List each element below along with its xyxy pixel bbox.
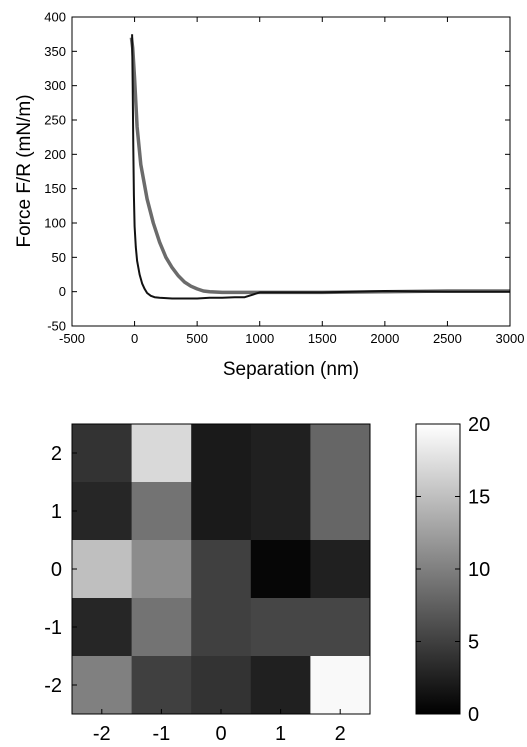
heatmap-x-tick-label: -1 xyxy=(153,723,171,745)
heatmap-cell xyxy=(191,540,252,599)
heatmap-cell xyxy=(310,598,371,657)
colorbar-tick-label: 15 xyxy=(468,487,490,509)
heatmap-cell xyxy=(131,598,192,657)
heatmap-cell xyxy=(250,482,311,541)
y-tick-label: 200 xyxy=(44,147,66,162)
y-tick-label: 300 xyxy=(44,78,66,93)
y-tick-label: -50 xyxy=(47,319,66,334)
heatmap-y-tick-label: -2 xyxy=(44,675,62,697)
heatmap-cell xyxy=(131,424,192,483)
heatmap-y-tick-label: 0 xyxy=(51,559,62,581)
heatmap-x-tick-label: 2 xyxy=(335,723,346,745)
heatmap-cell xyxy=(191,656,252,715)
x-tick-label: 2500 xyxy=(433,331,462,346)
heatmap-cell xyxy=(72,482,133,541)
y-tick-label: 50 xyxy=(52,250,66,265)
heatmap-cell xyxy=(131,482,192,541)
heatmap-cell xyxy=(191,598,252,657)
heatmap-y-tick-label: 1 xyxy=(51,501,62,523)
heatmap-cell xyxy=(72,424,133,483)
heatmap-cell xyxy=(310,482,371,541)
heatmap-cells xyxy=(72,424,371,715)
heatmap-cell xyxy=(131,656,192,715)
x-tick-label: 500 xyxy=(186,331,208,346)
heatmap-frame xyxy=(71,423,371,715)
heatmap-x-tick-label: -2 xyxy=(93,723,111,745)
heatmap-cell xyxy=(131,540,192,599)
x-tick-label: 2000 xyxy=(370,331,399,346)
colorbar: 0 5 10 15 20 xyxy=(415,414,490,726)
heatmap-x-tick-label: 0 xyxy=(215,723,226,745)
y-tick-label: 350 xyxy=(44,44,66,59)
x-tick-label: 1000 xyxy=(245,331,274,346)
heatmap-ticks: -2 -1 0 1 2 2 1 0 -1 -2 xyxy=(44,443,346,745)
y-tick-label: 250 xyxy=(44,113,66,128)
colorbar-ticks: 0 5 10 15 20 xyxy=(416,414,490,726)
y-axis-label: Force F/R (mN/m) xyxy=(14,94,35,247)
colorbar-tick-label: 20 xyxy=(468,414,490,436)
x-tick-label: 1500 xyxy=(308,331,337,346)
heatmap-cell xyxy=(310,540,371,599)
heatmap-cell xyxy=(72,540,133,599)
y-tick-label: 0 xyxy=(59,284,66,299)
heatmap-cell xyxy=(191,424,252,483)
colorbar-tick-label: 0 xyxy=(468,704,479,726)
heatmap-cell xyxy=(250,424,311,483)
heatmap-cell xyxy=(250,656,311,715)
heatmap-cell xyxy=(250,598,311,657)
colorbar-tick-label: 10 xyxy=(468,559,490,581)
heatmap-y-tick-label: -1 xyxy=(44,617,62,639)
y-tick-label: 100 xyxy=(44,216,66,231)
series-line-grey xyxy=(129,37,510,295)
y-tick-label: 150 xyxy=(44,181,66,196)
heatmap-cell xyxy=(72,598,133,657)
heatmap-x-tick-label: 1 xyxy=(275,723,286,745)
heatmap-y-tick-label: 2 xyxy=(51,443,62,465)
x-tick-label: 3000 xyxy=(496,331,525,346)
colorbar-tick-label: 5 xyxy=(468,632,479,654)
line-chart: -500 0 500 1000 1500 2000 2500 3000-50050100150… xyxy=(14,10,524,381)
colorbar-gradient xyxy=(415,423,461,715)
y-tick-label: 400 xyxy=(44,10,66,25)
line-chart-ticks: -500 0 500 1000 1500 2000 2500 3000-50050100150… xyxy=(44,10,524,347)
heatmap-cell xyxy=(72,656,133,715)
x-tick-label: -500 xyxy=(59,331,85,346)
series-line-black xyxy=(131,34,510,300)
heatmap-cell xyxy=(191,482,252,541)
x-tick-label: 0 xyxy=(131,331,138,346)
heatmap-cell xyxy=(250,540,311,599)
heatmap-chart: -2 -1 0 1 2 2 1 0 -1 -2 xyxy=(44,423,371,745)
line-chart-plot-frame xyxy=(71,16,511,327)
x-axis-label: Separation (nm) xyxy=(223,359,359,380)
heatmap-cell xyxy=(310,656,371,715)
line-chart-series xyxy=(129,34,510,300)
heatmap-cell xyxy=(310,424,371,483)
